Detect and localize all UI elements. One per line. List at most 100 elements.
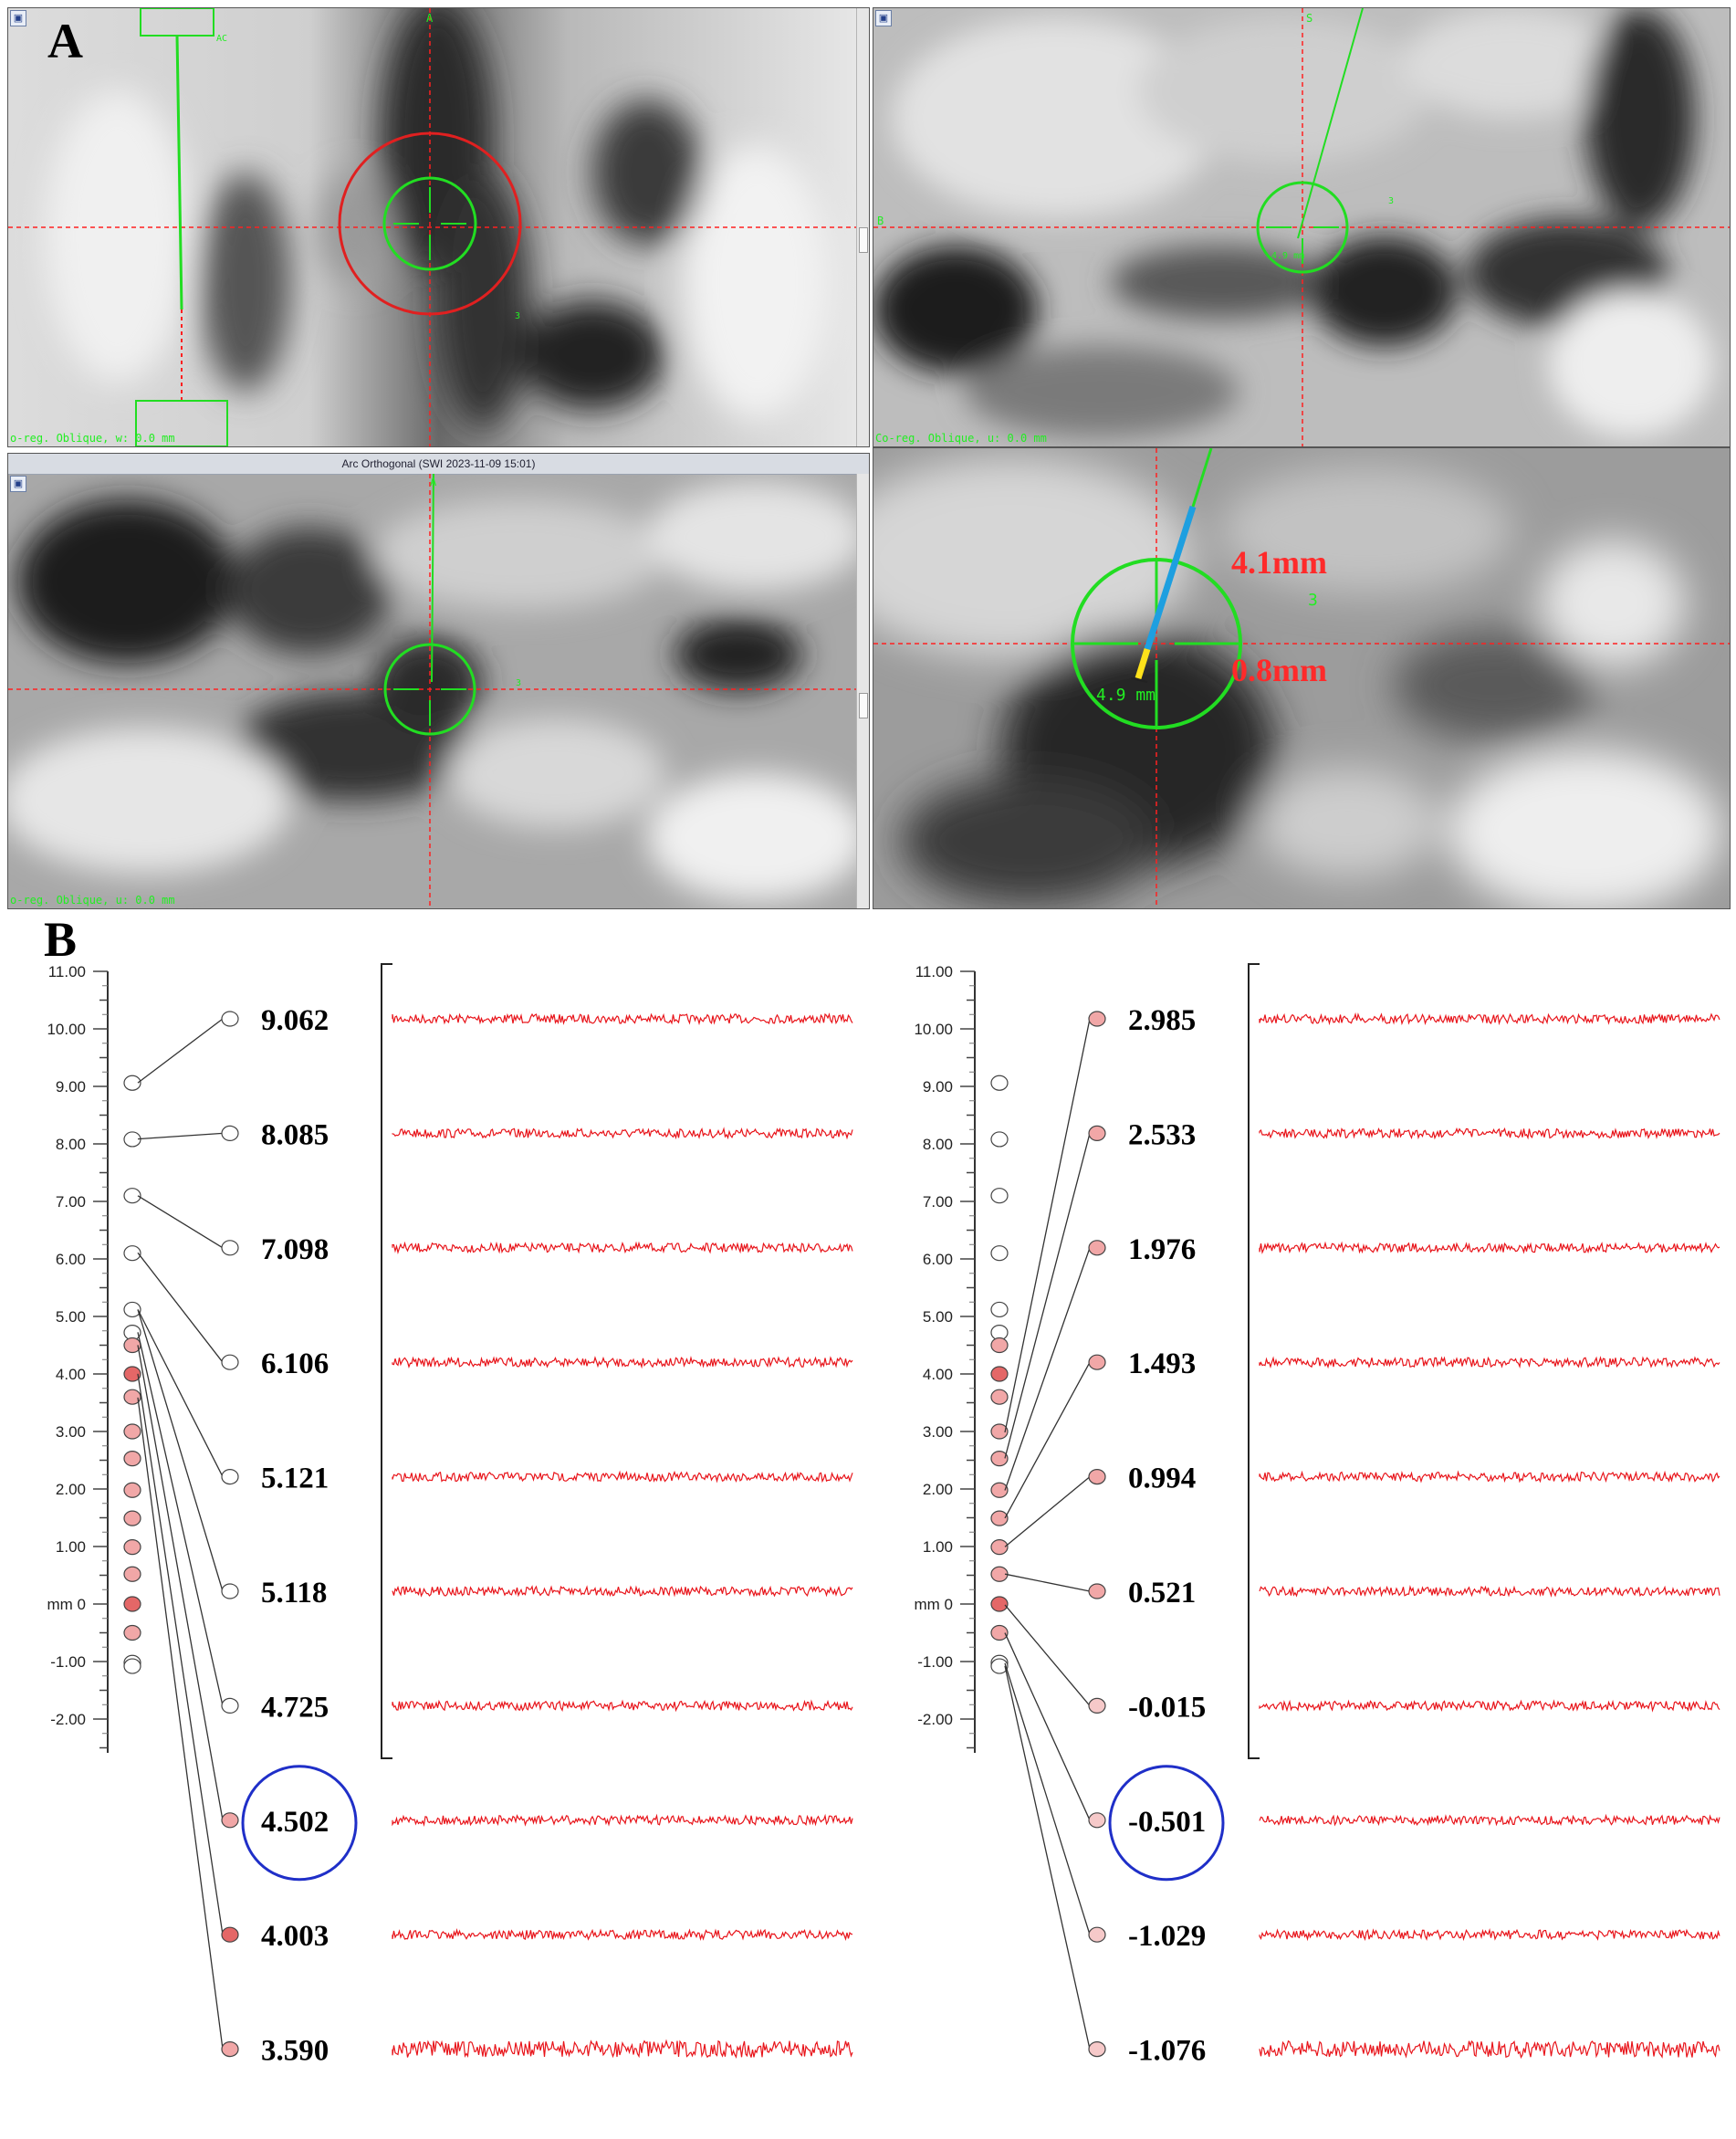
axis-tick-label: 10.00 [47, 1021, 86, 1038]
depth-value: 1.976 [1128, 1233, 1196, 1266]
signal-trace [392, 1699, 853, 1713]
viewport-bottom-right[interactable]: 4.1mm 0.8mm 3 4.9 mm [873, 447, 1731, 909]
viewport-title: Arc Orthogonal (SWI 2023-11-09 15:01) [8, 454, 869, 475]
electrode-contact [123, 1482, 141, 1498]
electrode-recording-panel: 11.00 10.00 9.00 8.00 7.00 6.00 5.00 4.00 3.00 2.… [47, 963, 1720, 2068]
axis-tick-label: 5.00 [56, 1308, 86, 1326]
axis-tick-label: 1.00 [56, 1538, 86, 1556]
target-label: 3 [1388, 196, 1395, 206]
signal-trace [392, 1012, 853, 1026]
axis-tick-label: 7.00 [923, 1193, 953, 1211]
electrode-contact [990, 1596, 1009, 1612]
contact-connector [1004, 1133, 1091, 1459]
axis-tick-label: 5.00 [923, 1308, 953, 1326]
viewport-bottom-left[interactable]: Arc Orthogonal (SWI 2023-11-09 15:01) A … [7, 453, 870, 909]
electrode-contact [123, 1423, 141, 1440]
electrode-contact [123, 1366, 141, 1382]
signal-trace [392, 1813, 853, 1827]
axis-tick-label: 9.00 [56, 1078, 86, 1096]
depth-marker [1088, 1583, 1106, 1599]
signal-trace [1259, 1813, 1720, 1827]
contact-connector [1004, 1476, 1091, 1547]
contact-connector [1004, 1247, 1091, 1491]
electrode-contact [990, 1301, 1009, 1318]
trace-bracket [381, 963, 392, 1759]
signal-trace [392, 1356, 853, 1369]
electrode-contact [123, 1539, 141, 1556]
depth-value: 5.118 [261, 1577, 327, 1609]
axis-tick-label: 7.00 [56, 1193, 86, 1211]
contact-connector [1004, 1361, 1091, 1519]
depth-value: 5.121 [261, 1463, 329, 1495]
mri-image-bottom-left [8, 454, 869, 908]
viewport-status: o-reg. Oblique, w: 0.0 mm [10, 432, 175, 445]
lock-icon[interactable]: ▣ [875, 10, 892, 26]
axis-tick-label: -1.00 [50, 1653, 86, 1671]
depth-marker [221, 1697, 239, 1714]
depth-value: -1.029 [1128, 1920, 1206, 1953]
target-label: 3 [516, 678, 522, 688]
contact-connector [1004, 1018, 1091, 1433]
contact-connector [137, 1345, 224, 1820]
contact-connector [137, 1252, 224, 1363]
left-column: 11.00 10.00 9.00 8.00 7.00 6.00 5.00 4.00 3.00 2.… [47, 963, 853, 2068]
viewport-top-left[interactable]: A AC 3 ▣ o-reg. Oblique, w: 0.0 mm [7, 7, 870, 447]
scrollbar[interactable] [856, 8, 869, 446]
axis-tick-label: 2.00 [56, 1481, 86, 1498]
contact-connector [1004, 1604, 1091, 1706]
contact-connector [137, 1373, 224, 1935]
overlay-top-left [8, 8, 869, 446]
electrode-contact [990, 1510, 1009, 1526]
depth-marker [221, 1926, 239, 1943]
measurement-label-2: 0.8mm [1231, 652, 1327, 688]
electrode-contact [990, 1245, 1009, 1262]
signal-trace [1259, 1699, 1720, 1713]
depth-value: -0.015 [1128, 1691, 1206, 1724]
depth-value: 6.106 [261, 1347, 329, 1380]
electrode-contact [990, 1131, 1009, 1148]
depth-marker [221, 1583, 239, 1599]
electrode-contact [990, 1482, 1009, 1498]
depth-marker [221, 1011, 239, 1027]
axis-tick-label: 6.00 [923, 1251, 953, 1268]
depth-marker [1088, 1011, 1106, 1027]
depth-marker [221, 1125, 239, 1141]
signal-trace [392, 1585, 853, 1598]
signal-trace [1259, 1928, 1720, 1942]
panel-a: A [0, 0, 1736, 913]
electrode-contact [990, 1366, 1009, 1382]
depth-value: 4.003 [261, 1920, 329, 1953]
electrode-contact [123, 1301, 141, 1318]
panel-a-label: A [47, 14, 83, 68]
depth-value: 9.062 [261, 1004, 329, 1037]
viewport-top-right[interactable]: S B 3 4.9 mm ▣ Co-reg. Oblique, u: 0.0 m… [873, 7, 1731, 447]
depth-value: 7.098 [261, 1233, 329, 1266]
lock-icon[interactable]: ▣ [10, 476, 26, 492]
contact-connector [137, 1397, 224, 2050]
signal-trace [392, 2039, 853, 2060]
depth-marker [1088, 1697, 1106, 1714]
overlay-bottom-left [8, 473, 869, 908]
electrode-contact [990, 1423, 1009, 1440]
ac-box-label: AC [216, 34, 228, 44]
axis-tick-label: 10.00 [914, 1021, 953, 1038]
axis-tick-label: mm 0 [47, 1596, 87, 1613]
depth-marker [221, 1812, 239, 1829]
lock-icon[interactable]: ▣ [10, 10, 26, 26]
electrode-contact [123, 1510, 141, 1526]
depth-marker [1088, 2040, 1106, 2058]
electrode-contact [990, 1188, 1009, 1204]
contact-connector [137, 1309, 224, 1592]
depth-value: 2.533 [1128, 1118, 1196, 1151]
electrode-contact [990, 1624, 1009, 1641]
axis-tick-label: 8.00 [923, 1136, 953, 1153]
signal-trace [1259, 1012, 1720, 1026]
scrollbar[interactable] [856, 474, 869, 908]
contact-connector [137, 1018, 224, 1084]
mri-image-bottom-right [873, 448, 1730, 908]
electrode-contact [123, 1245, 141, 1262]
target-label: 3 [515, 311, 521, 321]
electrode-contact [123, 1451, 141, 1467]
distance-label: 4.9 mm [1096, 686, 1156, 705]
contact-connector [1004, 1573, 1091, 1592]
